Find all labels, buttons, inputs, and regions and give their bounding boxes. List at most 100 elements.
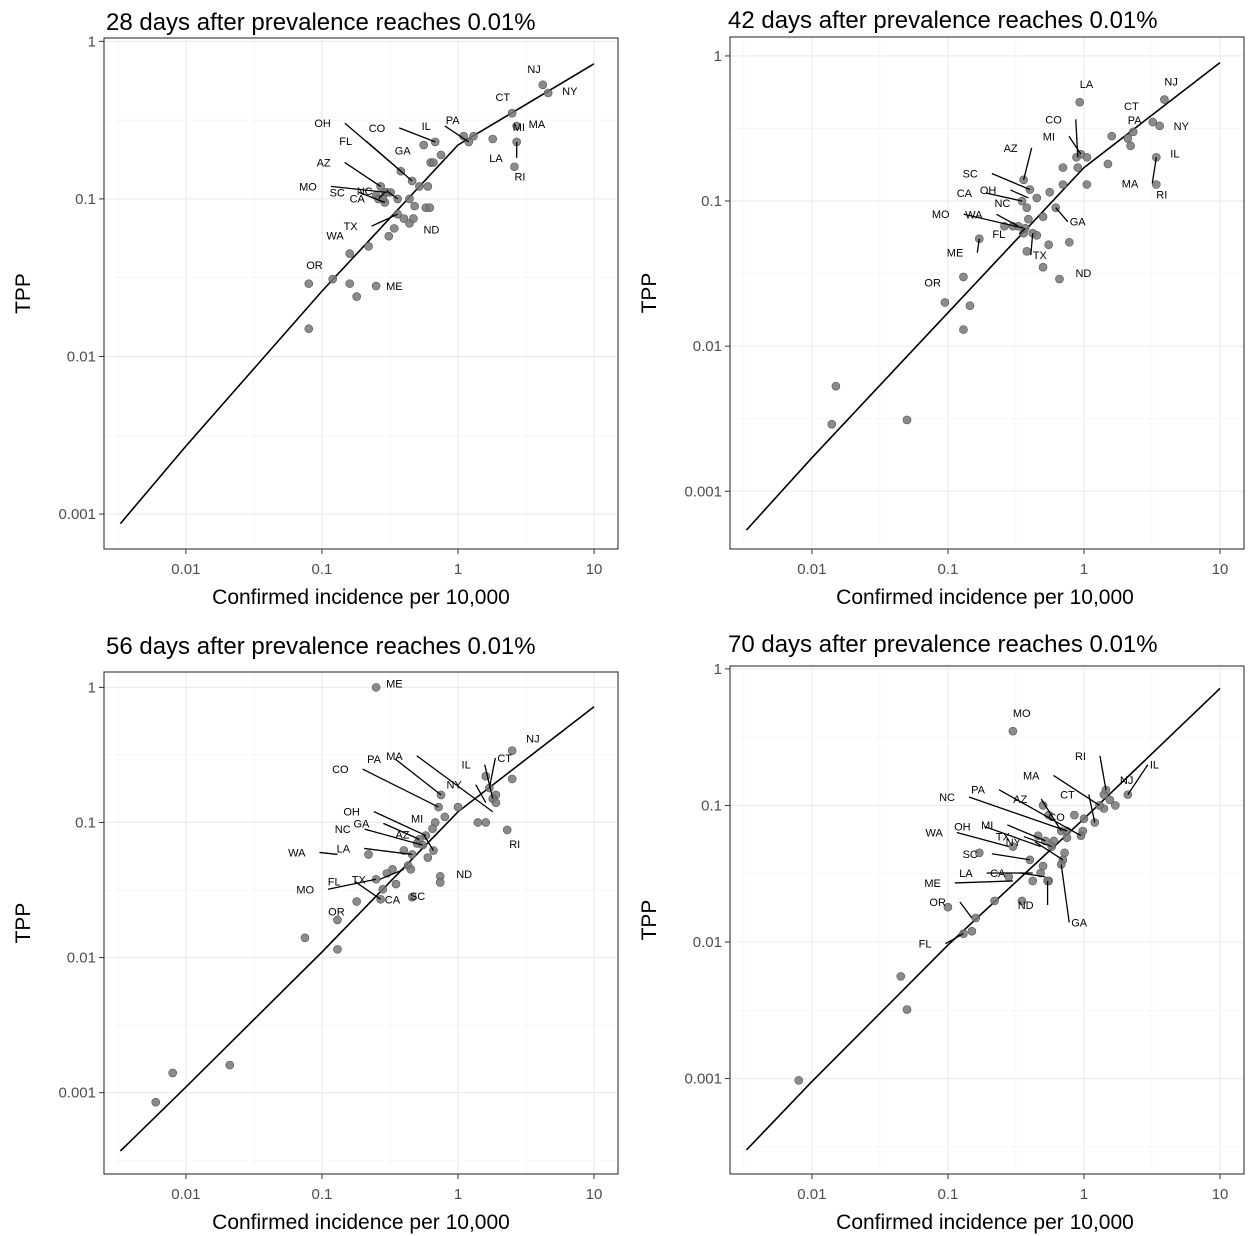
panel-title: 42 days after prevalence reaches 0.01% [728, 7, 1158, 34]
label-leader-ga [383, 822, 420, 840]
data-point [491, 798, 501, 808]
data-point [967, 926, 977, 936]
state-label-az: AZ [1004, 143, 1018, 155]
state-label-ny: NY [1174, 121, 1190, 133]
label-leader-oh [1010, 189, 1029, 199]
data-point [959, 272, 968, 282]
fit-curve [119, 706, 595, 1152]
state-label-mi: MI [981, 820, 993, 832]
data-point [371, 683, 381, 692]
x-tick-label: 0.01 [797, 561, 826, 578]
state-label-mo: MO [932, 209, 950, 221]
data-point [827, 419, 837, 429]
data-point [975, 848, 984, 858]
x-tick-label: 10 [586, 1186, 603, 1203]
data-point [1032, 231, 1042, 240]
data-point [1058, 163, 1068, 172]
label-leader-az [344, 161, 381, 187]
state-label-il: IL [462, 760, 471, 772]
state-label-sc: SC [963, 169, 978, 181]
state-label-oh: OH [314, 118, 331, 130]
data-point [1058, 180, 1068, 189]
state-label-fl: FL [919, 939, 932, 951]
data-point [429, 158, 438, 167]
x-tick-label: 1 [1080, 561, 1088, 578]
label-leader-sc [991, 853, 1030, 861]
state-label-tx: TX [1033, 250, 1048, 262]
state-label-ri: RI [509, 839, 520, 851]
state-label-ri: RI [1156, 189, 1167, 201]
data-point [407, 892, 417, 902]
data-point [1044, 240, 1053, 250]
state-label-or: OR [328, 907, 345, 919]
data-point [1008, 726, 1018, 736]
state-label-nd: ND [1018, 900, 1034, 912]
y-tick-label: 0.001 [58, 1085, 96, 1102]
data-point [1065, 237, 1074, 247]
y-tick-label: 0.01 [67, 348, 96, 365]
y-axis-title: TPP [12, 273, 35, 314]
label-leader-il [484, 764, 494, 799]
y-tick-label: 1 [714, 48, 722, 65]
data-point [410, 201, 419, 211]
state-label-il: IL [422, 121, 431, 133]
state-label-pa: PA [367, 754, 382, 766]
data-point [345, 249, 355, 258]
data-point [481, 818, 491, 827]
data-point [538, 80, 548, 90]
data-point [1008, 842, 1018, 851]
label-leader-or [959, 901, 973, 919]
plot-background [104, 38, 618, 549]
state-label-ma: MA [386, 751, 403, 763]
label-leader-me [954, 880, 1013, 884]
data-point [1038, 262, 1048, 272]
state-label-me: ME [386, 678, 403, 690]
label-leader-ct [1088, 794, 1096, 823]
state-label-co: CO [1045, 114, 1062, 126]
plot-frame [729, 665, 1245, 1175]
y-axis-title: TPP [638, 900, 661, 941]
data-point [1126, 141, 1135, 151]
data-point [1079, 814, 1089, 823]
label-leader-co [1075, 119, 1079, 158]
state-label-ny: NY [1006, 837, 1022, 849]
label-leader-wa [956, 831, 1009, 848]
state-label-fl: FL [992, 229, 1005, 241]
data-point [352, 897, 361, 906]
data-point [168, 1068, 178, 1078]
data-point [1148, 117, 1158, 127]
y-axis-title: TPP [12, 903, 35, 944]
label-leader-oh [984, 825, 1041, 848]
state-label-tx: TX [344, 221, 359, 233]
state-label-ca: CA [350, 193, 366, 205]
state-label-ct: CT [1060, 790, 1075, 802]
label-leader-me [976, 238, 980, 253]
state-label-co: CO [369, 123, 386, 135]
label-leader-nc [364, 828, 423, 846]
data-point [304, 279, 314, 288]
data-point [965, 301, 975, 310]
y-tick-label: 0.1 [75, 191, 96, 208]
state-label-or: OR [924, 277, 941, 289]
state-label-la: LA [959, 868, 973, 880]
x-tick-label: 10 [1212, 1186, 1229, 1203]
state-label-pa: PA [446, 115, 461, 127]
data-point [512, 121, 521, 131]
data-point [225, 1060, 235, 1070]
label-leader-mi [1007, 824, 1046, 842]
data-point [1155, 121, 1164, 131]
x-tick-label: 0.01 [171, 561, 200, 578]
label-leader-ny [1034, 841, 1064, 861]
data-point [469, 131, 478, 141]
y-tick-label: 0.01 [693, 338, 722, 355]
label-leader-co [398, 127, 436, 143]
panel-1: 0.01 0.1 1 10 0.001 0.01 0.1 1 NJ NY CT MA PA IL MI LA R… [12, 9, 619, 609]
data-point [502, 825, 512, 835]
data-point [425, 203, 435, 212]
label-leader-tx [379, 868, 405, 880]
data-point [405, 194, 414, 204]
state-label-mo: MO [299, 181, 317, 193]
data-point [1060, 848, 1069, 858]
state-label-ga: GA [395, 146, 412, 158]
state-label-fl: FL [339, 136, 352, 148]
